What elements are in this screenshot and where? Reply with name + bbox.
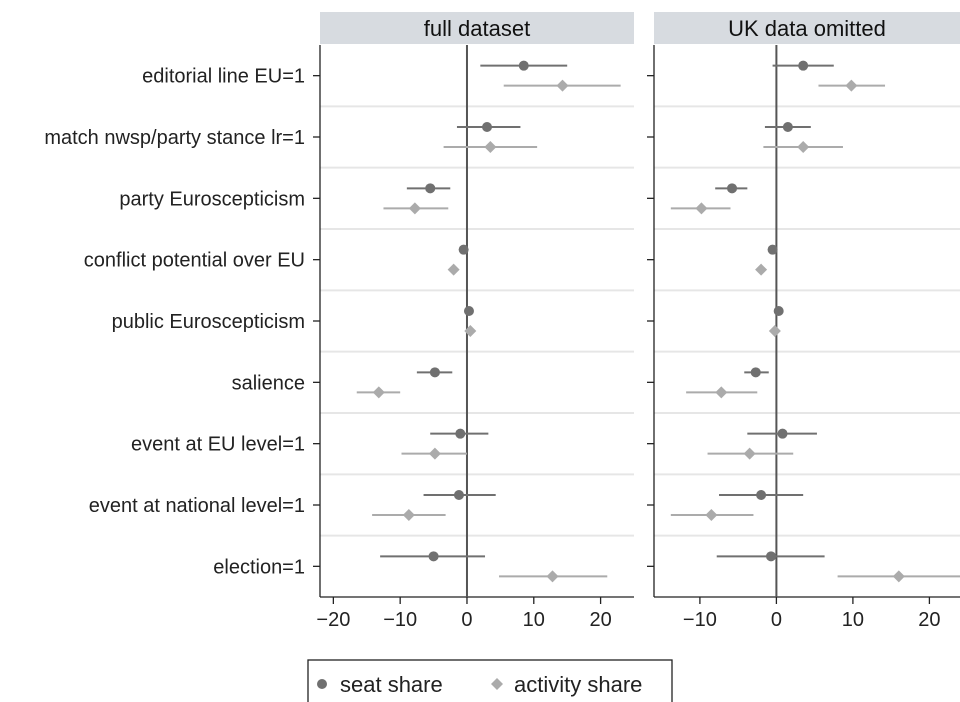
activity-share-point-election-1 — [546, 570, 559, 583]
activity-share-point-editorial-line-eu-1 — [845, 79, 858, 92]
panel-title: UK data omitted — [728, 16, 886, 41]
chart-panels: full dataset −20 −10 0 10 20 UK data omitted −1… — [313, 12, 960, 631]
x-tick-label: 0 — [461, 609, 472, 631]
x-tick-label: 20 — [589, 609, 611, 631]
activity-share-point-editorial-line-eu-1 — [556, 79, 569, 92]
panel-strip — [320, 12, 634, 44]
seat-share-point-event-at-national-level-1 — [756, 490, 767, 500]
seat-share-point-party-euroscepticism — [727, 183, 738, 194]
panel-full-dataset: full dataset −20 −10 0 10 20 — [313, 12, 634, 631]
seat-share-point-election-1 — [766, 551, 777, 562]
legend-box — [307, 659, 673, 702]
seat-share-point-editorial-line-eu-1 — [518, 60, 529, 71]
activity-share-point-conflict-potential-over-eu — [447, 263, 460, 276]
x-tick-label: 10 — [523, 609, 545, 631]
activity-share-point-public-euroscepticism — [768, 325, 781, 337]
legend-activity-share-marker — [491, 678, 503, 690]
row-label-conflict-potential-over-eu: conflict potential over EU — [84, 250, 305, 272]
seat-share-point-event-at-eu-level-1 — [777, 428, 788, 439]
row-label-public-euroscepticism: public Euroscepticism — [112, 311, 305, 333]
activity-share-point-event-at-national-level-1 — [705, 509, 718, 521]
x-tick-label: 10 — [842, 609, 864, 631]
x-tick-label: 0 — [771, 609, 782, 631]
legend: seat share activity share — [307, 659, 673, 702]
panel-uk-data-omitted: UK data omitted −10 0 10 20 — [647, 12, 960, 631]
seat-share-point-election-1 — [428, 551, 439, 562]
seat-share-point-conflict-potential-over-eu — [767, 244, 778, 255]
activity-share-point-public-euroscepticism — [464, 325, 477, 337]
x-tick-label: 20 — [918, 609, 940, 631]
row-labels: editorial line EU=1 match nwsp/party stan… — [44, 66, 305, 579]
seat-share-point-conflict-potential-over-eu — [458, 244, 469, 255]
activity-share-point-election-1 — [892, 570, 905, 583]
x-tick-label: −10 — [383, 609, 417, 631]
row-label-match-nwsp-party-stance-lr-1: match nwsp/party stance lr=1 — [44, 127, 305, 149]
activity-share-point-salience — [715, 386, 728, 399]
activity-share-point-salience — [372, 386, 385, 399]
legend-activity-share-label: activity share — [514, 672, 642, 697]
activity-share-point-event-at-eu-level-1 — [428, 447, 441, 460]
activity-share-point-match-nwsp-party-stance-lr-1 — [797, 141, 810, 153]
seat-share-point-salience — [750, 367, 761, 378]
seat-share-point-match-nwsp-party-stance-lr-1 — [782, 122, 793, 132]
activity-share-point-conflict-potential-over-eu — [755, 263, 768, 276]
panel-title: full dataset — [424, 16, 530, 41]
row-label-event-at-national-level-1: event at national level=1 — [89, 495, 305, 517]
seat-share-point-public-euroscepticism — [463, 306, 474, 316]
x-tick-label: −10 — [683, 609, 717, 631]
row-label-election-1: election=1 — [213, 556, 305, 578]
activity-share-point-party-euroscepticism — [408, 202, 421, 215]
seat-share-point-event-at-eu-level-1 — [455, 428, 466, 439]
activity-share-point-match-nwsp-party-stance-lr-1 — [484, 141, 497, 153]
seat-share-point-salience — [429, 367, 440, 378]
seat-share-point-event-at-national-level-1 — [453, 490, 464, 500]
x-tick-label: −20 — [316, 609, 350, 631]
seat-share-point-public-euroscepticism — [773, 306, 784, 316]
row-label-party-euroscepticism: party Euroscepticism — [119, 188, 305, 210]
row-label-event-at-eu-level-1: event at EU level=1 — [131, 434, 305, 456]
seat-share-point-editorial-line-eu-1 — [798, 60, 809, 71]
activity-share-point-event-at-national-level-1 — [402, 509, 415, 521]
panel-strip — [654, 12, 960, 44]
seat-share-point-match-nwsp-party-stance-lr-1 — [482, 122, 493, 132]
activity-share-point-party-euroscepticism — [695, 202, 708, 215]
row-label-salience: salience — [232, 372, 305, 394]
row-label-editorial-line-eu-1: editorial line EU=1 — [142, 66, 305, 88]
legend-seat-share-label: seat share — [340, 672, 443, 697]
activity-share-point-event-at-eu-level-1 — [743, 447, 756, 460]
seat-share-point-party-euroscepticism — [425, 183, 436, 194]
legend-seat-share-marker — [317, 679, 327, 689]
